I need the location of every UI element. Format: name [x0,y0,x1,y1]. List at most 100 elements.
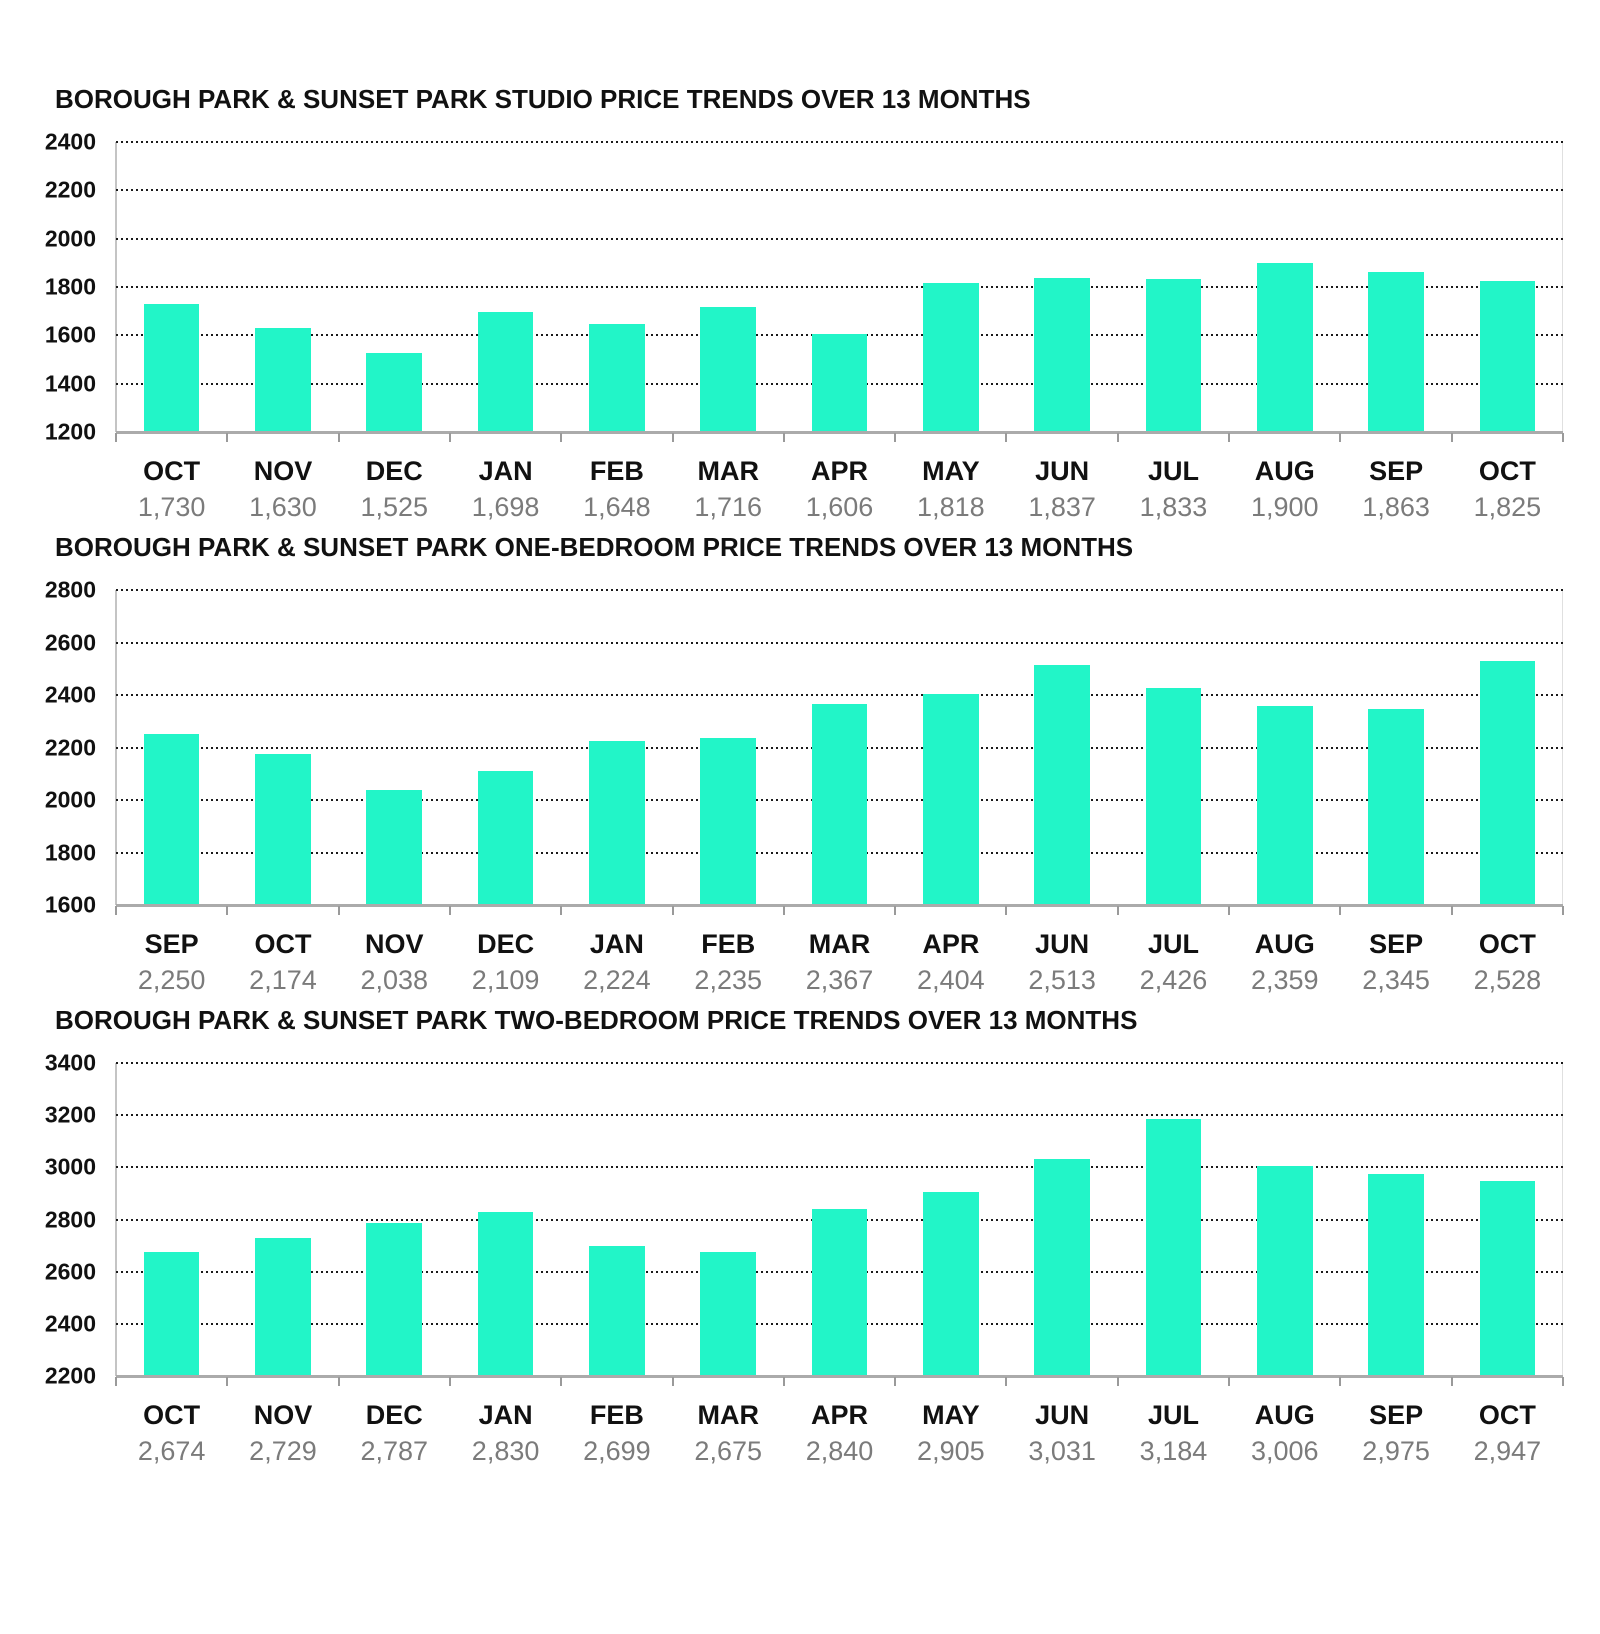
gridline [116,641,1563,644]
value-label: 1,716 [694,492,762,522]
bar-slot [1340,142,1451,432]
y-tick-label: 2200 [44,734,96,760]
y-tick-label: 2800 [44,576,96,603]
bar-slot [1340,590,1451,905]
x-tick [1562,906,1564,915]
value-label: 2,905 [917,1436,985,1466]
value-label: 2,674 [137,1436,206,1466]
value-label: 2,174 [249,965,317,995]
x-tick [782,906,785,915]
value-label: 2,235 [694,965,762,995]
value-label: 2,426 [1139,965,1208,995]
x-tick [1116,1377,1119,1386]
x-tick [1116,906,1119,915]
chart-section-two-bedroom: BOROUGH PARK & SUNSET PARK TWO-BEDROOM P… [45,1005,1600,1466]
x-tick [1228,433,1231,442]
bar [1479,1181,1536,1376]
month-label: APR [922,929,980,959]
xlabel-slot: MAY 1,818 [895,456,1006,522]
y-tick-label: 2000 [44,786,96,813]
month-label: AUG [1254,1400,1315,1430]
bar [366,1222,423,1376]
gridline [116,189,1563,192]
x-tick [115,906,117,915]
bar-slot [784,590,895,905]
baseline [116,904,1563,907]
bar-slot [561,142,672,432]
xlabel-slot: FEB 2,235 [673,929,784,995]
x-tick [894,906,897,915]
xlabel-slot: SEP 2,345 [1340,929,1451,995]
bar [143,734,200,905]
plot-area-studio: 2400 2200 2000 1800 1600 1400 1200 [45,130,1564,443]
month-label: NOV [253,1400,313,1430]
x-tick [1005,906,1008,915]
month-label: JAN [478,1400,533,1430]
y-tick-label: 2200 [44,176,96,203]
xlabel-slot: SEP 2,975 [1340,1400,1451,1466]
bar [477,771,534,905]
bar [1256,705,1313,905]
value-label: 2,359 [1250,965,1319,995]
month-label: JUN [1035,456,1090,486]
bar [255,328,311,432]
month-label: JUL [1147,1400,1199,1430]
month-label: JAN [589,929,644,959]
value-label: 2,975 [1362,1436,1430,1466]
y-tick-label: 3000 [44,1153,96,1180]
xlabel-slot: DEC 1,525 [339,456,450,522]
x-tick [448,433,451,442]
bar-slot [1007,142,1118,432]
month-label: JUN [1035,1400,1090,1430]
value-label: 2,947 [1473,1436,1542,1466]
bar [700,307,757,432]
xlabel-slot: NOV 1,630 [227,456,338,522]
month-label: JUL [1147,929,1199,959]
bar-slot [116,142,227,432]
bar [1368,1173,1424,1376]
x-tick [1116,433,1119,442]
xlabel-slot: MAY 2,905 [895,1400,1006,1466]
month-label: JUN [1035,929,1090,959]
x-tick [1339,906,1342,915]
value-label: 1,730 [137,492,206,522]
xlabel-slot: OCT 1,730 [116,456,227,522]
baseline [116,1375,1563,1378]
bar [589,1245,645,1376]
y-tick-label: 3200 [44,1101,96,1128]
y-tick-label: 2400 [44,128,96,155]
value-label: 1,630 [249,492,317,522]
y-tick-label: 1200 [44,418,96,445]
value-label: 1,900 [1250,492,1319,522]
xlabel-slot: OCT 2,528 [1452,929,1563,995]
y-tick-label: 1600 [44,891,96,918]
bar-slot [1007,590,1118,905]
x-tick [782,1377,785,1386]
x-tick [671,1377,674,1386]
x-tick [226,906,229,915]
chart-title-two-bedroom: BOROUGH PARK & SUNSET PARK TWO-BEDROOM P… [55,1005,1138,1035]
bar-slot [1118,590,1229,905]
value-label: 3,031 [1028,1436,1096,1466]
month-label: AUG [1254,929,1315,959]
bar [1034,278,1090,432]
gridline [116,1062,1563,1064]
x-tick [337,433,340,442]
value-label: 1,863 [1362,492,1430,522]
bar [255,1238,311,1376]
bar-slot [895,590,1006,905]
xlabel-slot: JUL 3,184 [1118,1400,1229,1466]
x-tick [115,433,117,442]
bar [366,790,423,905]
x-tick [782,433,785,442]
gridline [116,1166,1563,1169]
y-tick-label: 2000 [44,225,96,252]
xlabel-slot: OCT 2,947 [1452,1400,1563,1466]
month-label: MAR [808,929,871,959]
xlabel-slot: FEB 2,699 [561,1400,672,1466]
month-label: FEB [589,456,644,486]
value-label: 2,699 [583,1436,651,1466]
xlabel-slot: JUL 1,833 [1118,456,1229,522]
bars [116,590,1563,905]
